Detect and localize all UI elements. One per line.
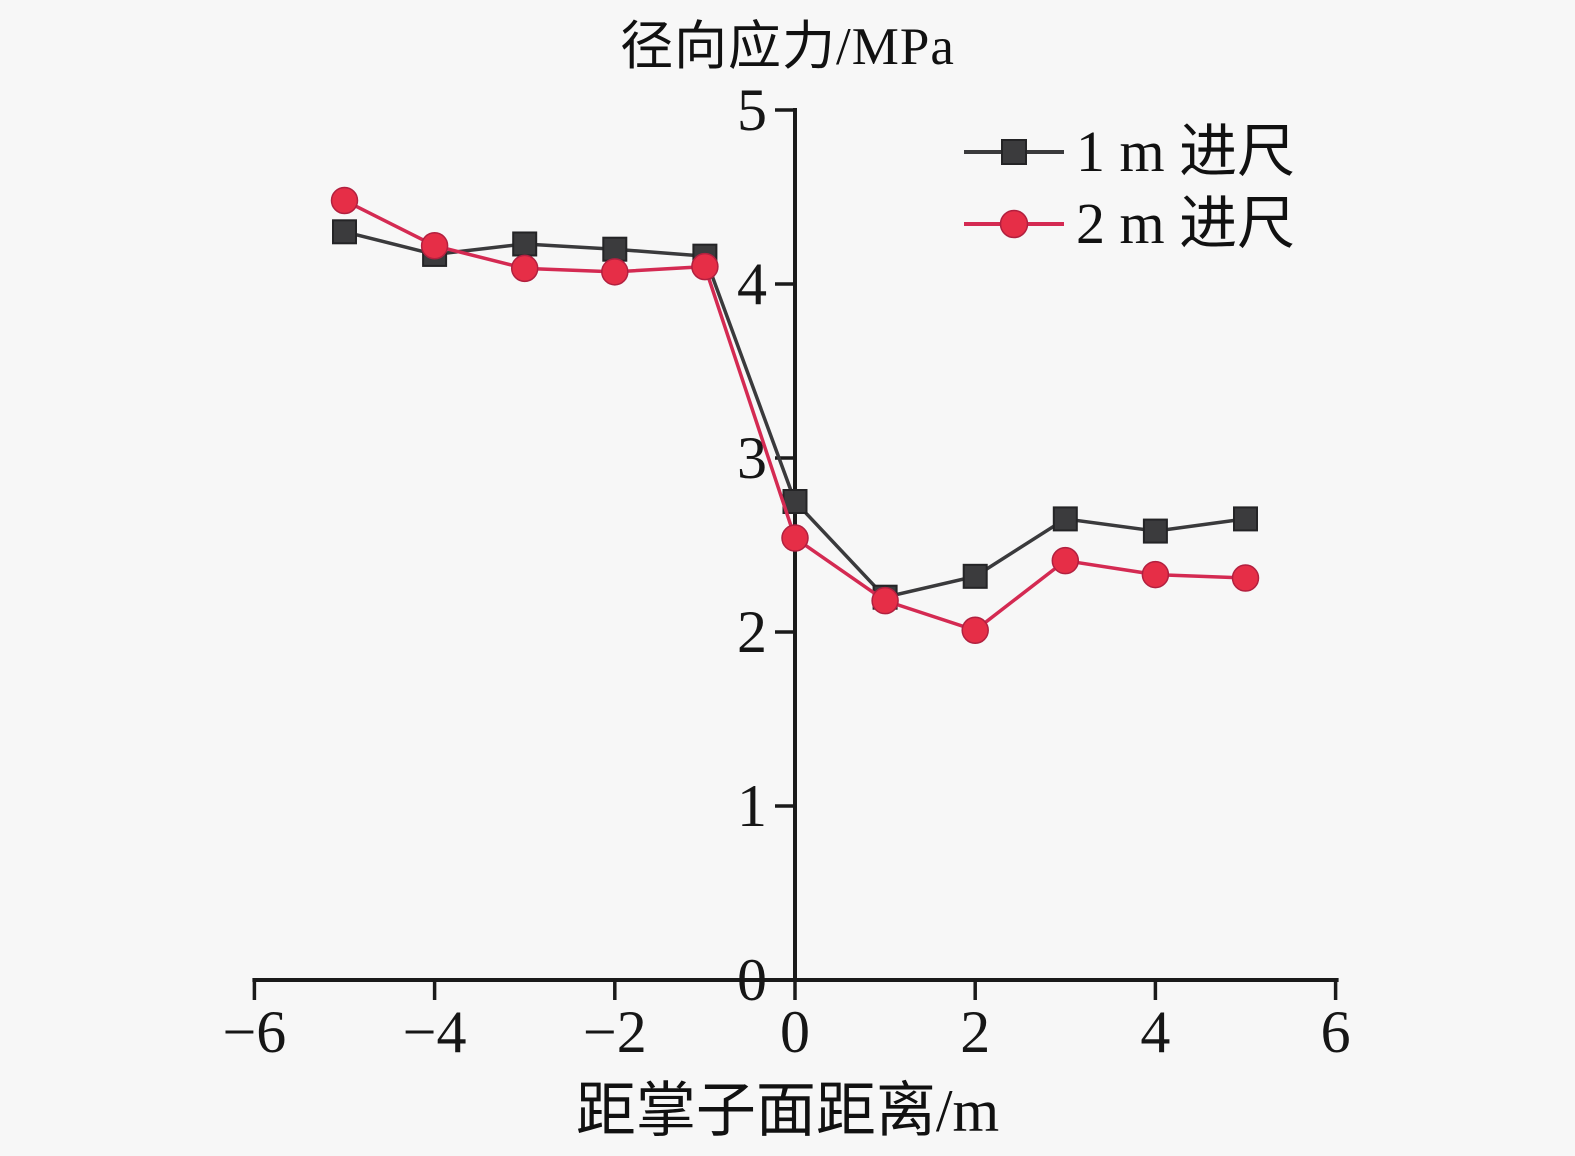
data-point-circle (961, 616, 989, 645)
data-point-square (332, 219, 357, 245)
x-tick-label: 2 (960, 999, 990, 1065)
y-tick-label: 0 (737, 947, 767, 1013)
chart-title: 径向应力/MPa (620, 18, 955, 76)
data-point-circle (330, 186, 359, 215)
x-tick-label: 4 (1140, 999, 1170, 1065)
y-tick-label: 2 (737, 599, 767, 665)
legend-label-1m: 1 m 进尺 (1076, 119, 1296, 184)
legend-label-2m: 2 m 进尺 (1076, 191, 1296, 256)
data-point-circle (1141, 560, 1170, 589)
data-point-circle (510, 254, 539, 283)
x-tick-label: −4 (403, 999, 467, 1065)
data-point-circle (420, 231, 449, 260)
y-tick-label: 1 (737, 773, 767, 839)
data-point-square (1052, 506, 1078, 532)
legend-item-2m: 2 m 进尺 (962, 188, 1295, 260)
data-point-square (1233, 506, 1258, 532)
data-point-square (962, 563, 988, 589)
y-tick-label: 4 (737, 251, 767, 317)
data-point-circle (1051, 546, 1080, 575)
data-point-square (602, 236, 628, 262)
x-tick-label: 6 (1321, 999, 1351, 1065)
data-point-square (1142, 518, 1168, 544)
legend-marker-circle-icon (964, 209, 1064, 239)
y-tick-label: 5 (737, 77, 767, 143)
data-point-circle (601, 258, 629, 286)
data-point-circle (781, 524, 809, 552)
x-tick-label: −6 (222, 999, 286, 1065)
x-tick-label: 0 (780, 999, 810, 1065)
legend-item-1m: 1 m 进尺 (962, 116, 1295, 188)
legend-marker-square-icon (964, 139, 1064, 165)
legend: 1 m 进尺 2 m 进尺 (962, 116, 1295, 260)
data-point-square (512, 231, 538, 257)
data-point-circle (1231, 564, 1260, 592)
x-tick-label: −2 (583, 999, 647, 1065)
x-axis-title: 距掌子面距离/m (575, 1078, 1000, 1144)
data-point-circle (691, 252, 719, 281)
data-point-circle (871, 586, 899, 615)
